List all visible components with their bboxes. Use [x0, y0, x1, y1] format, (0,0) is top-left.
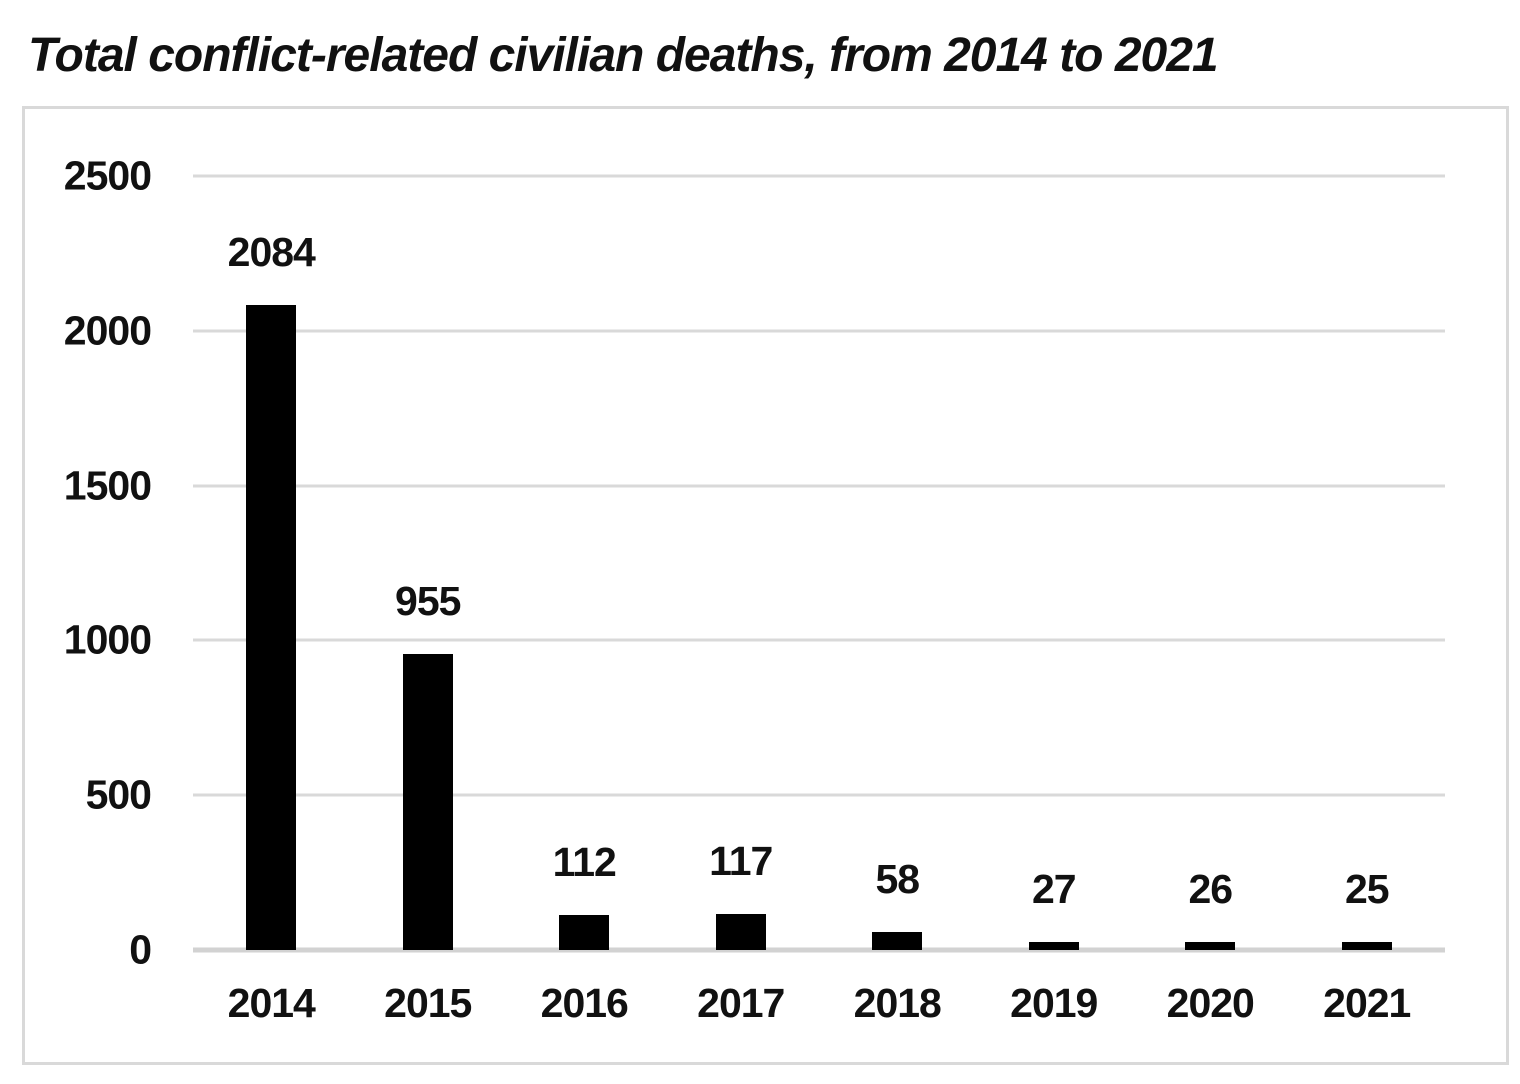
x-axis-line — [193, 947, 1445, 953]
x-axis-label: 2014 — [227, 980, 316, 1026]
x-axis-label: 2018 — [853, 980, 942, 1026]
y-axis-tick-label: 1500 — [63, 462, 152, 509]
bar-slot: 117 2017 — [663, 176, 820, 1024]
bar-slot: 2084 2014 — [193, 176, 350, 1024]
bar-slot: 112 2016 — [506, 176, 663, 1024]
bar-value-label: 25 — [1344, 866, 1390, 912]
bar-value-label: 117 — [709, 838, 773, 884]
gridline — [193, 484, 1445, 488]
bar-slot: 26 2020 — [1132, 176, 1289, 1024]
y-axis-tick-label: 2000 — [63, 307, 152, 354]
bar-value-label: 27 — [1031, 866, 1077, 912]
bar — [246, 305, 297, 950]
bar-value-label: 112 — [552, 839, 617, 885]
x-axis-label: 2015 — [384, 980, 472, 1026]
gridline — [193, 174, 1445, 178]
y-axis-tick-label: 1000 — [63, 616, 152, 663]
bar — [872, 932, 923, 950]
bar — [402, 654, 453, 950]
x-axis-label: 2017 — [697, 980, 785, 1026]
bar — [1341, 942, 1392, 950]
bar — [1028, 942, 1079, 950]
gridline — [193, 638, 1445, 642]
bar-slot: 955 2015 — [350, 176, 507, 1024]
x-axis-label: 2020 — [1166, 980, 1255, 1026]
gridline — [193, 329, 1445, 333]
bar-slot: 25 2021 — [1289, 176, 1446, 1024]
bar-value-label: 955 — [395, 578, 461, 624]
y-axis-tick-label: 500 — [85, 771, 152, 818]
bar — [715, 914, 766, 950]
y-axis-tick-label: 0 — [129, 926, 152, 973]
y-axis-tick-label: 2500 — [63, 152, 152, 199]
chart-title: Total conflict-related civilian deaths, … — [28, 29, 1219, 82]
x-axis-label: 2016 — [540, 980, 629, 1026]
bar — [559, 915, 610, 950]
x-axis-label: 2019 — [1010, 980, 1098, 1026]
x-axis-label: 2021 — [1323, 980, 1411, 1026]
bar-slot: 58 2018 — [819, 176, 976, 1024]
bar-value-label: 2084 — [227, 229, 316, 275]
bar-value-label: 58 — [875, 856, 920, 902]
bar-slot: 27 2019 — [976, 176, 1133, 1024]
chart-container: 0 500 1000 1500 2000 2500 2084 2014 955 2015 112 20… — [22, 106, 1509, 1065]
bar — [1185, 942, 1236, 950]
plot-area: 0 500 1000 1500 2000 2500 2084 2014 955 2015 112 20… — [64, 155, 1446, 1024]
gridline — [193, 793, 1445, 797]
bar-value-label: 26 — [1188, 866, 1233, 912]
